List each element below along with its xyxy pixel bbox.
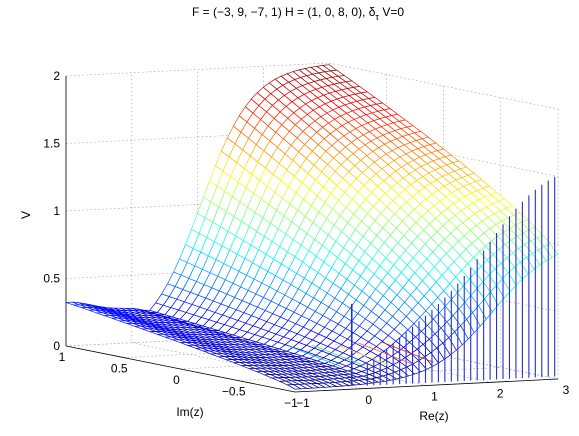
title-subscript: τ xyxy=(375,12,379,22)
y-tick-label: −0.5 xyxy=(222,385,246,399)
x-axis-line xyxy=(294,378,559,393)
z-tick-label: 2 xyxy=(53,69,60,83)
x-tick-label: 1 xyxy=(431,390,438,404)
floor-contour xyxy=(335,343,388,365)
floor-contour xyxy=(381,341,434,363)
floor-contour xyxy=(312,344,365,367)
y-axis-line xyxy=(65,345,296,393)
x-tick-label: 2 xyxy=(497,386,504,400)
x-axis-label: Re(z) xyxy=(419,409,448,423)
chart-title: F = (−3, 9, −7, 1) H = (1, 0, 8, 0), δτ … xyxy=(192,5,404,22)
y-tick-label: 1 xyxy=(59,350,66,364)
z-axis-label: V xyxy=(19,211,33,219)
floor-contour xyxy=(358,342,411,364)
surface-mesh xyxy=(65,64,559,390)
title-tail: V=0 xyxy=(379,5,404,19)
y-tick-label: −1 xyxy=(284,396,298,410)
y-tick-label: 0 xyxy=(173,373,180,387)
y-tick-label: 0.5 xyxy=(111,362,128,376)
axes-box xyxy=(65,62,559,393)
y-axis-label: Im(z) xyxy=(176,405,203,419)
x-tick-label: 3 xyxy=(563,383,570,397)
z-tick-label: 1.5 xyxy=(43,137,60,151)
z-tick-label: 0 xyxy=(53,339,60,353)
z-tick-label: 1 xyxy=(53,204,60,218)
x-tick-label: −1 xyxy=(296,396,310,410)
title-main: F = (−3, 9, −7, 1) H = (1, 0, 8, 0), δ xyxy=(192,5,376,19)
x-tick-label: 0 xyxy=(365,393,372,407)
floor-contour xyxy=(289,346,342,368)
z-tick-label: 0.5 xyxy=(43,272,60,286)
